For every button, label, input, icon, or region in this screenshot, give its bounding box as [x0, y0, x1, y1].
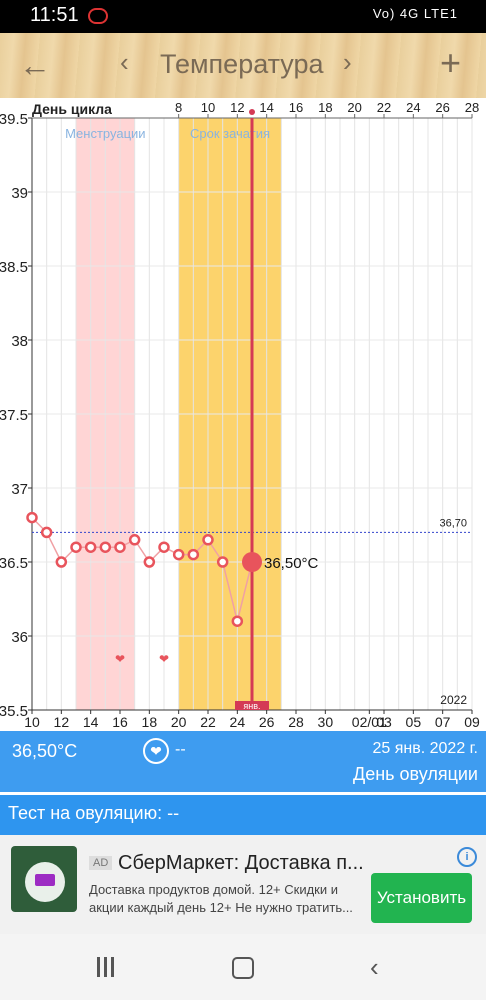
nav-back-icon[interactable]: ‹: [370, 952, 379, 982]
y-tick-label: 37.5: [0, 407, 28, 424]
heart-value: --: [175, 741, 186, 758]
temperature-chart-area[interactable]: Менструации Срок зачатия 39.5 39 38.5 38 37.5 3…: [0, 98, 486, 731]
heart-icon[interactable]: ❤: [143, 738, 169, 764]
cycle-day-tick: 16: [289, 100, 303, 115]
temperature-line: [31, 517, 253, 622]
y-tick-label: 39: [11, 185, 28, 202]
system-nav-bar: ‹: [0, 934, 486, 1000]
heart-marker-icon: ❤: [159, 652, 169, 666]
x-tick-label: 03: [376, 714, 392, 730]
cycle-day-tick: 20: [347, 100, 361, 115]
cycle-status: День овуляции: [353, 764, 478, 784]
app-notification-icon: [88, 8, 108, 24]
temperature-point: [99, 541, 112, 553]
back-arrow-icon[interactable]: ←: [19, 47, 51, 83]
reference-label: 36,70: [439, 517, 467, 529]
home-icon[interactable]: [232, 957, 254, 979]
prev-chevron-icon[interactable]: ‹: [120, 47, 129, 77]
selected-point-label: 36,50°C: [264, 555, 319, 572]
selected-date: 25 янв. 2022 г.: [372, 740, 479, 757]
temperature-chart[interactable]: Менструации Срок зачатия 39.5 39 38.5 38 37.5 3…: [0, 98, 486, 731]
cycle-day-tick: 14: [259, 100, 273, 115]
cycle-day-tick: 8: [175, 100, 182, 115]
band-label-1: Срок зачатия: [190, 126, 270, 141]
y-tick-label: 37: [11, 481, 28, 498]
top-selected-dot: [249, 109, 255, 115]
x-tick-label: 22: [200, 714, 216, 730]
y-tick-label: 36.5: [0, 555, 28, 572]
x-tick-label: 14: [83, 714, 99, 730]
x-tick-label: 16: [112, 714, 128, 730]
temperature-point: [84, 541, 97, 553]
next-chevron-icon[interactable]: ›: [343, 47, 352, 77]
info-panel: 36,50°C ❤ -- 25 янв. 2022 г. День овуляц…: [0, 731, 486, 792]
x-tick-label: 28: [288, 714, 304, 730]
temperature-point: [172, 548, 185, 561]
temperature-point: [216, 556, 229, 568]
page-title: Температура: [160, 49, 324, 79]
x-tick-label: 07: [435, 714, 451, 730]
x-tick-label: 05: [406, 714, 422, 730]
temperature-point: [114, 541, 126, 553]
top-axis-label: День цикла: [32, 101, 112, 117]
add-icon[interactable]: +: [440, 42, 462, 83]
ad-banner[interactable]: AD СберМаркет: Доставка п... Доставка пр…: [0, 835, 486, 934]
cycle-day-tick: 24: [406, 100, 420, 115]
y-tick-label: 38: [11, 333, 28, 350]
month-label: янв.: [243, 701, 260, 711]
info-icon[interactable]: i: [457, 847, 477, 867]
status-bar: 11:51 Vo) 4G LTE1: [0, 0, 486, 33]
heart-marker-icon: ❤: [115, 652, 125, 666]
y-tick-label: 36: [11, 629, 28, 646]
cycle-day-tick: 18: [318, 100, 332, 115]
cycle-day-tick: 28: [465, 100, 479, 115]
y-tick-label: 39.5: [0, 111, 28, 128]
temperature-point: [40, 526, 53, 539]
ad-title[interactable]: СберМаркет: Доставка п...: [118, 852, 363, 874]
temperature-point: [231, 615, 244, 627]
cart-icon: [35, 874, 55, 886]
x-tick-label: 18: [142, 714, 158, 730]
selected-temperature: 36,50°C: [12, 741, 78, 761]
selected-point: [242, 552, 262, 572]
cycle-day-tick: 12: [230, 100, 244, 115]
x-tick-label: 26: [259, 714, 275, 730]
x-tick-label: 09: [464, 714, 480, 730]
x-tick-label: 30: [318, 714, 334, 730]
cycle-day-tick: 10: [201, 100, 215, 115]
temperature-point: [187, 548, 200, 561]
cycle-day-tick: 26: [435, 100, 449, 115]
ad-install-button[interactable]: Установить: [371, 873, 472, 923]
ad-badge: AD: [89, 856, 113, 870]
x-tick-label: 02/01: [352, 714, 387, 730]
ad-image[interactable]: [11, 846, 77, 912]
x-tick-label: 20: [171, 714, 187, 730]
temperature-point: [55, 556, 68, 568]
recents-icon[interactable]: [95, 957, 117, 977]
cycle-day-tick: 22: [377, 100, 391, 115]
temperature-point: [128, 534, 141, 546]
x-tick-label: 10: [24, 714, 40, 730]
band-label-0: Менструации: [65, 126, 145, 141]
temperature-point: [158, 541, 170, 553]
toolbar: ← ‹ Температура › +: [0, 33, 486, 98]
x-tick-label: 24: [230, 714, 246, 730]
temperature-point: [202, 534, 214, 546]
ad-text: Доставка продуктов домой. 12+ Скидки и а…: [89, 882, 353, 915]
temperature-point: [26, 511, 38, 524]
month-label-box: [235, 701, 269, 710]
y-tick-label: 35.5: [0, 703, 28, 720]
temperature-point: [70, 541, 82, 553]
ovulation-test-label: Тест на овуляцию: --: [8, 803, 180, 823]
temperature-point: [143, 556, 156, 568]
ovulation-test-bar[interactable]: Тест на овуляцию: --: [0, 795, 486, 835]
x-tick-label: 12: [54, 714, 70, 730]
status-time: 11:51: [30, 4, 79, 26]
y-tick-label: 38.5: [0, 259, 28, 276]
status-icons: Vo) 4G LTE1: [372, 6, 458, 21]
year-label: 2022: [440, 693, 467, 707]
